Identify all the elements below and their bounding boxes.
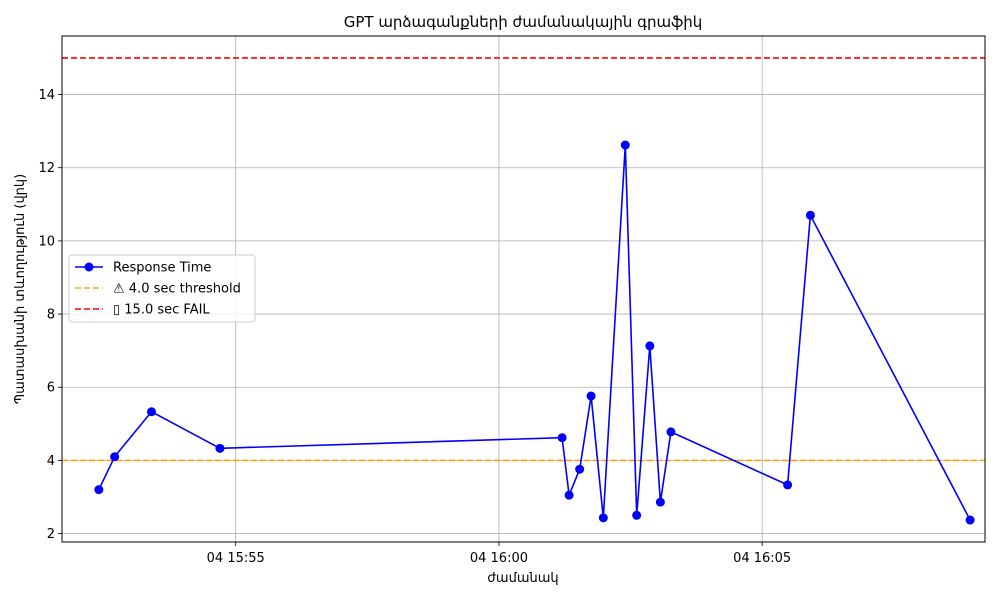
legend-label: ⚠ 4.0 sec threshold [113,282,241,297]
data-point [655,497,665,507]
x-axis-label: ժամանակ [487,571,558,586]
legend-label: Response Time [113,261,211,276]
x-axis-ticks: 04 15:55 04 16:00 04 16:05 [207,542,791,566]
legend-box [68,254,256,323]
y-tick-label: 6 [47,381,55,396]
legend-marker [84,262,94,272]
data-point [598,513,608,523]
y-tick-label: 14 [38,88,55,103]
y-tick-label: 10 [38,234,55,249]
chart-title: GPT արձագանքների ժամանակային գրաֆիկ [344,13,703,31]
data-point [146,407,156,417]
legend-label: ▯ 15.0 sec FAIL [113,303,210,318]
y-tick-label: 12 [38,161,55,176]
data-point [110,452,120,462]
data-point [586,391,596,401]
x-tick-label: 04 15:55 [207,551,265,566]
data-point [783,480,793,490]
data-point [620,140,630,150]
y-tick-label: 8 [47,308,55,323]
data-point [575,464,585,474]
data-point [666,427,676,437]
data-point [645,341,655,351]
y-tick-label: 2 [47,527,55,542]
data-point [805,210,815,220]
data-point [215,443,225,453]
y-axis-ticks: 2 4 6 8 10 12 14 [38,88,62,542]
x-tick-label: 04 16:00 [470,551,528,566]
series-line [98,144,971,521]
threshold-lines [62,57,985,462]
data-point [632,510,642,520]
data-point [564,490,574,500]
plot-frame [61,35,986,543]
y-axis-label: Պատասխանի տևողություն (վրկ) [13,174,28,404]
data-point [965,515,975,525]
y-tick-label: 4 [47,454,55,469]
series-layer [94,140,975,525]
data-point [94,485,104,495]
legend: Response Time ⚠ 4.0 sec threshold ▯ 15.0 s… [68,254,256,323]
x-tick-label: 04 16:05 [733,551,791,566]
data-point [557,433,567,443]
